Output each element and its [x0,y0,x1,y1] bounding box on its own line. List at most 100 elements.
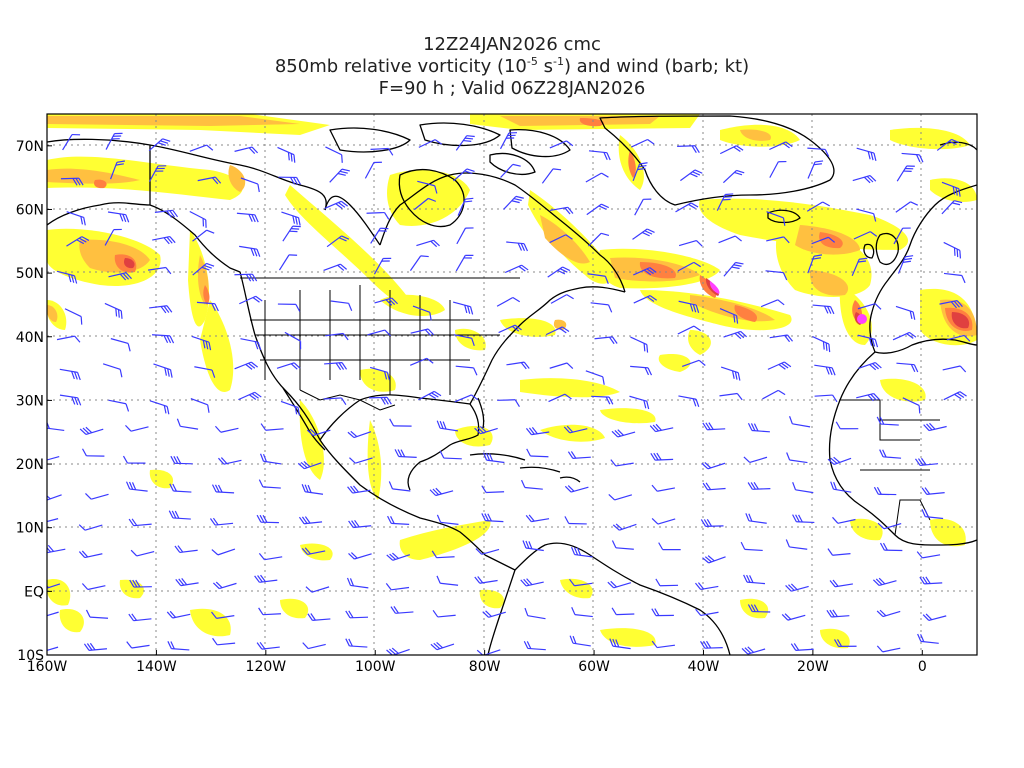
lat-tick-label: 10S [17,648,44,664]
wind-barb [125,424,149,432]
wind-barb [786,452,808,464]
wind-barb [634,198,652,216]
wind-barb [872,577,897,587]
wind-barb [176,418,199,430]
wind-barb [916,551,941,559]
wind-barb [760,299,785,308]
wind-barb [47,420,65,432]
wind-barb [893,227,911,245]
wind-barb [879,449,902,459]
wind-barb [936,138,960,151]
wind-barb [630,138,655,148]
lat-tick-label: EQ [24,584,44,600]
wind-barb [154,209,179,218]
wind-barb [896,362,919,373]
wind-barb [702,555,726,564]
wind-barb [385,583,410,591]
wind-barb [259,453,282,465]
wind-barb [902,397,921,414]
wind-barb [429,487,454,497]
lon-tick-label: 20W [797,659,829,675]
lat-tick-label: 70N [16,139,44,155]
wind-barb [549,362,574,369]
wind-barb [718,235,742,244]
wind-barb [307,613,331,621]
wind-barb [594,336,618,345]
wind-barb [901,152,924,163]
wind-barb [254,574,278,583]
wind-barb [455,365,478,376]
wind-barb [525,514,550,523]
wind-barb [743,574,766,585]
wind-barb [324,362,348,371]
wind-barb [256,641,280,650]
lon-tick-label: 40W [688,659,720,675]
wind-barb [682,359,706,367]
wind-barb [418,390,442,401]
wind-barb [260,423,284,431]
wind-barb [59,368,81,381]
wind-barb [747,422,770,433]
wind-barb [651,608,674,617]
wind-barb [474,576,498,584]
wind-barb [876,609,901,618]
wind-barb [370,147,394,156]
lat-tick-label: 40N [16,330,44,346]
wind-barb [211,484,235,494]
wind-barb [522,540,544,552]
wind-barb [856,392,880,402]
wind-barb [374,297,398,306]
wind-barb [66,236,90,247]
wind-barb [305,586,330,593]
wind-barb [59,394,82,406]
wind-barb [877,522,902,530]
wind-barb [650,452,674,461]
wind-barb [192,229,215,242]
wind-barb [896,165,915,182]
wind-barb [325,146,343,163]
wind-barb [324,200,349,209]
wind-barb [453,168,475,182]
wind-barb [524,607,546,620]
wind-barb [563,425,588,434]
wind-barb [856,208,877,222]
wind-barb [47,646,59,653]
wind-barb [108,272,132,281]
political-borders [149,145,940,536]
wind-barb [678,395,700,408]
wind-barb [258,552,283,561]
wind-barb [741,646,766,655]
wind-barb [633,295,658,304]
wind-barb [410,357,434,366]
wind-barb [277,303,301,312]
wind-barb [302,642,326,650]
wind-barb [939,299,963,309]
wind-barb [64,308,83,325]
wind-barb [792,482,814,494]
wind-barb [47,544,66,554]
wind-barb [851,257,868,277]
wind-barb [367,329,391,337]
title-exponent: -5 [526,55,538,68]
wind-barb [149,305,173,314]
wind-barb [432,609,456,618]
wind-barb [541,168,562,184]
wind-barb [194,366,216,378]
wind-barb [436,420,459,432]
wind-barb [611,607,635,616]
wind-barb [388,481,411,492]
wind-barb [569,578,593,587]
wind-barb [651,640,676,649]
wind-barb [60,177,84,186]
wind-barb [807,147,830,158]
wind-barb [122,455,146,464]
wind-barb [409,255,429,271]
wind-barb [857,334,879,348]
wind-barb [280,400,301,416]
wind-barb [827,456,852,466]
wind-barb [452,301,474,315]
wind-barb [348,519,372,529]
wind-barb [941,200,963,215]
wind-barb [234,146,259,154]
wind-barb [680,169,703,182]
